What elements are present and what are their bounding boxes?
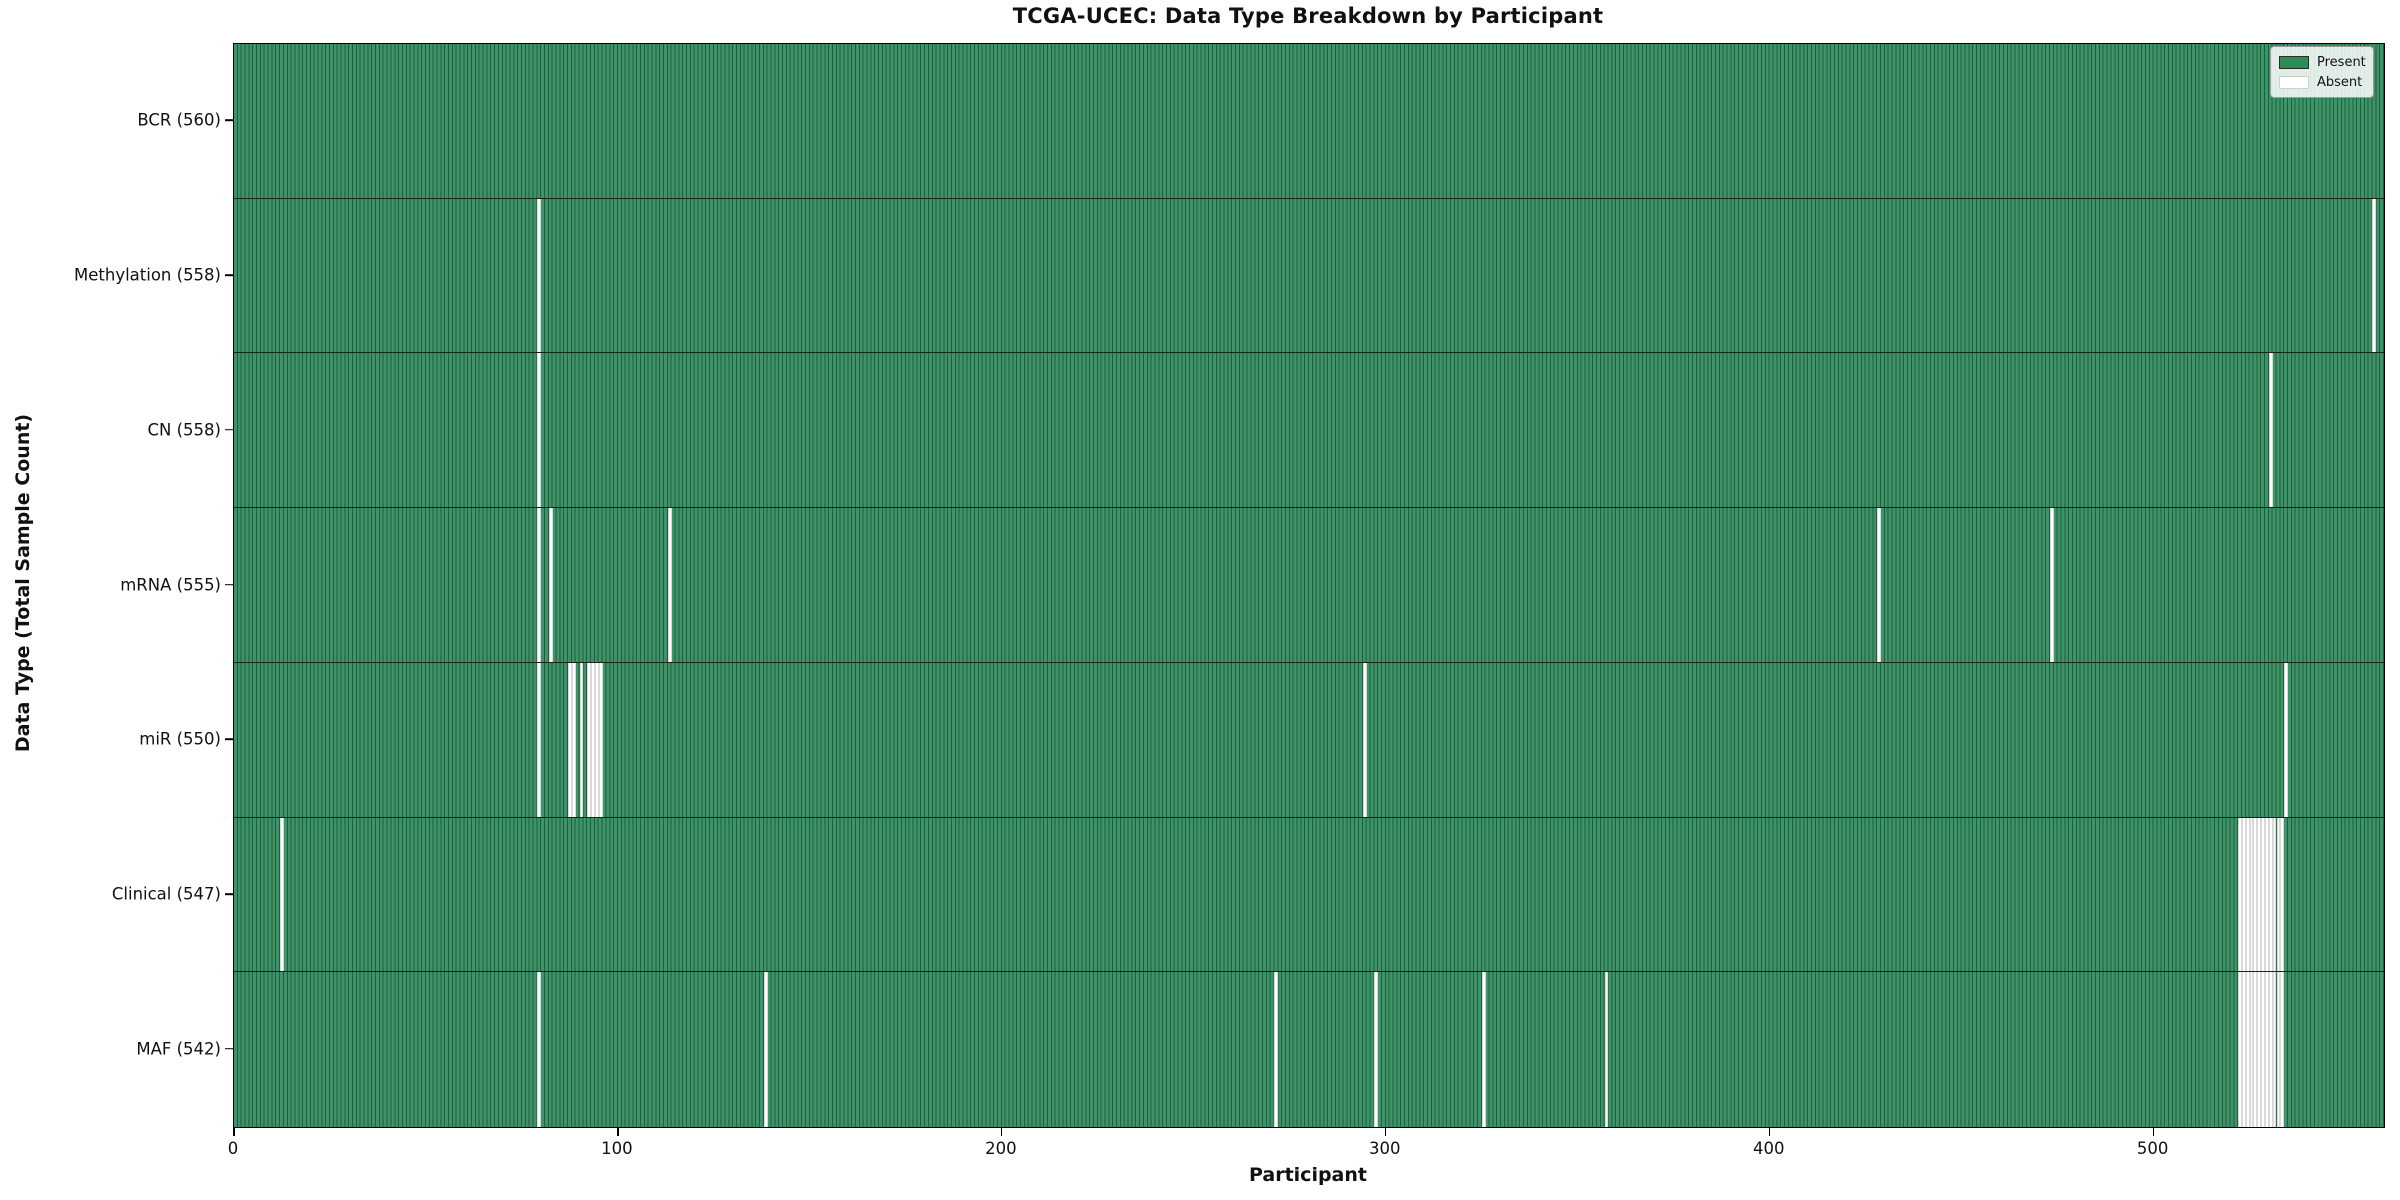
heatmap-row-methylation [234,198,2384,354]
x-tick-label: 100 [601,1139,633,1158]
absent-cell [1374,972,1379,1127]
x-tick-mark [2152,1128,2155,1136]
absent-cell [2268,353,2273,508]
absent-cell [537,353,542,508]
absent-cell [2280,972,2285,1127]
absent-cell [2280,817,2285,972]
y-tick-mark [225,1047,233,1050]
present-swatch-icon [2279,55,2309,69]
absent-cell [1481,972,1486,1127]
absent-cell [591,662,595,817]
absent-cell [2261,972,2265,1127]
absent-cell [2253,972,2258,1127]
x-tick-label: 500 [2136,1139,2169,1158]
absent-cell [537,972,542,1127]
x-tick-mark [1384,1128,1387,1136]
x-tick-label: 200 [985,1139,1017,1158]
x-axis-title: Participant [1248,1164,1367,1186]
absent-cell [2268,817,2273,972]
legend-label-present: Present [2317,54,2366,70]
y-tick-label: CN (558) [147,420,221,440]
absent-cell [2249,972,2254,1127]
x-tick-mark [1000,1128,1003,1136]
absent-cell [2276,817,2281,972]
y-tick-label: miR (550) [139,729,221,749]
absent-cell [2253,817,2258,972]
absent-cell [2257,972,2262,1127]
legend-item-absent: Absent [2279,72,2365,92]
x-tick-label: 0 [227,1139,239,1158]
chart-title: TCGA-UCEC: Data Type Breakdown by Partic… [1012,4,1604,28]
absent-cell [537,508,542,662]
absent-swatch-icon [2279,75,2309,89]
heatmap-row-maf [234,972,2384,1127]
heatmap-row-cn [234,353,2384,509]
absent-cell [1362,662,1367,817]
y-tick-label: MAF (542) [136,1039,221,1059]
heatmap-row-mrna [234,508,2384,663]
absent-cell [537,662,542,817]
legend-item-present: Present [2279,52,2366,72]
absent-cell [2268,972,2273,1127]
absent-cell [2261,817,2265,972]
absent-cell [763,972,768,1127]
absent-cell [2245,817,2250,972]
heatmap-row-clinical [234,817,2384,973]
y-tick-mark [225,738,233,740]
y-tick-mark [225,893,233,895]
y-tick-mark [225,583,233,586]
x-tick-mark [1768,1128,1771,1136]
absent-cell [598,662,603,817]
absent-cell [2238,972,2242,1127]
absent-cell [571,662,576,817]
absent-cell [1274,972,1279,1127]
absent-cell [587,662,592,817]
y-tick-label: Clinical (547) [111,884,221,904]
absent-cell [579,662,584,817]
x-tick-mark [233,1128,235,1136]
x-tick-label: 300 [1369,1139,1401,1158]
y-tick-label: mRNA (555) [120,575,221,594]
absent-cell [2284,662,2288,817]
plot-area [233,43,2385,1128]
x-tick-label: 400 [1752,1139,1785,1158]
absent-cell [568,662,572,817]
absent-cell [280,817,284,972]
y-tick-mark [225,119,233,122]
absent-cell [537,198,542,353]
absent-cell [2238,817,2242,972]
y-tick-label: Methylation (558) [74,265,221,285]
y-tick-mark [225,274,233,276]
absent-cell [2264,972,2269,1127]
x-tick-mark [616,1128,619,1136]
y-tick-label: BCR (560) [137,110,221,130]
absent-cell [2276,972,2281,1127]
absent-cell [2241,972,2246,1127]
absent-cell [2049,508,2054,662]
absent-cell [594,662,599,817]
absent-cell [2372,198,2377,353]
absent-cell [548,508,553,662]
legend-label-absent: Absent [2317,74,2363,90]
legend: Present Absent [2270,46,2374,98]
heatmap-row-bcr [234,44,2384,199]
absent-cell [2249,817,2254,972]
absent-cell [2241,817,2246,972]
absent-cell [667,508,672,662]
absent-cell [2257,817,2262,972]
absent-cell [2264,817,2269,972]
y-tick-mark [225,428,233,431]
absent-cell [2272,972,2277,1127]
absent-cell [2272,817,2277,972]
absent-cell [1604,972,1609,1127]
heatmap-row-mir [234,662,2384,818]
absent-cell [2245,972,2250,1127]
absent-cell [1877,508,1882,662]
